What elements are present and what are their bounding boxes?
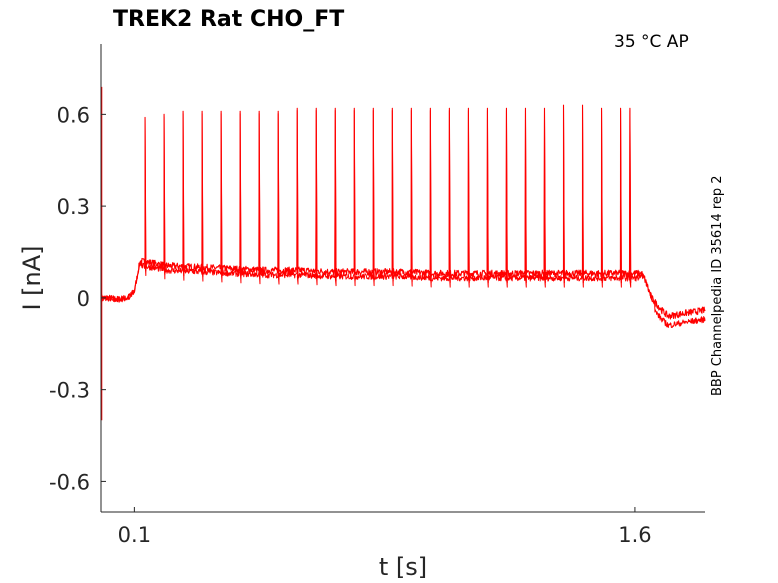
y-tick-label: -0.6 — [49, 470, 90, 494]
y-tick-label: 0.3 — [57, 195, 90, 219]
y-tick-label: 0 — [77, 287, 90, 311]
y-tick-label: 0.6 — [57, 103, 90, 127]
current-trace — [100, 104, 706, 320]
current-traces — [100, 86, 706, 421]
x-axis-label: t [s] — [379, 553, 427, 581]
source-label: BBP Channelpedia ID 35614 rep 2 — [710, 175, 725, 396]
x-tick-label: 1.6 — [618, 523, 651, 547]
y-axis-label: I [nA] — [18, 245, 46, 310]
recording-conditions: 35 °C AP — [614, 32, 689, 52]
x-ticks: 0.1 1.6 — [118, 507, 652, 547]
y-tick-label: -0.3 — [49, 379, 90, 403]
chart-title: TREK2 Rat CHO_FT — [113, 7, 344, 32]
current-trace — [100, 106, 706, 328]
x-tick-label: 0.1 — [118, 523, 151, 547]
y-ticks: 0.6 0.3 0 -0.3 -0.6 — [49, 103, 106, 494]
